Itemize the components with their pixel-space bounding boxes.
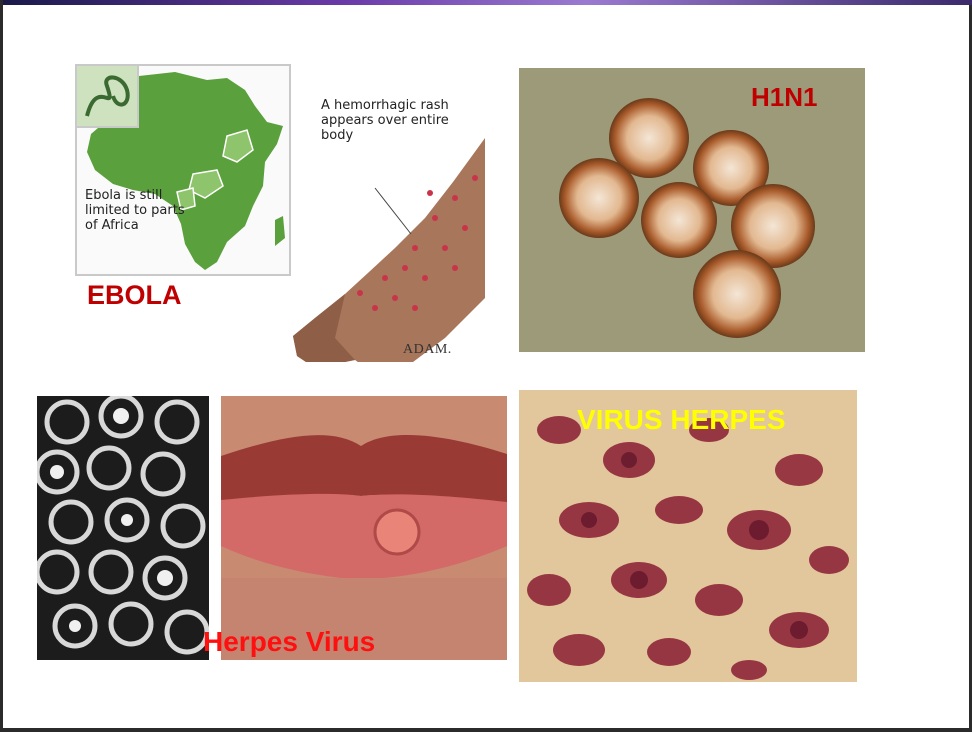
cold-sore-lip [221,396,507,660]
h1n1-label: H1N1 [751,82,818,112]
virus-inset [77,66,139,128]
ebola-label: EBOLA [87,280,182,310]
herpes-virus-label: Herpes Virus [203,626,376,657]
slide-top-bar [3,0,972,5]
ebola-map-note: Ebola is still limited to parts of Afric… [85,188,185,233]
hand-with-rash [293,138,485,362]
ebola-image: Ebola is still limited to parts of Afric… [73,62,485,362]
h1n1-virus-particles [559,98,815,338]
adam-credit: ADAM. [403,342,452,357]
herpes-rash-image [519,390,857,682]
herpes-lip-image [221,396,507,660]
africa-map: Ebola is still limited to parts of Afric… [75,64,291,276]
virus-herpes-label: VIRUS HERPES [577,404,786,435]
rash-note: A hemorrhagic rash appears over entire b… [321,98,449,143]
herpes-micrograph [37,396,209,660]
h1n1-virus-image: H1N1 [519,68,865,352]
rash-lesions [519,390,857,682]
herpes-virions [37,396,209,655]
